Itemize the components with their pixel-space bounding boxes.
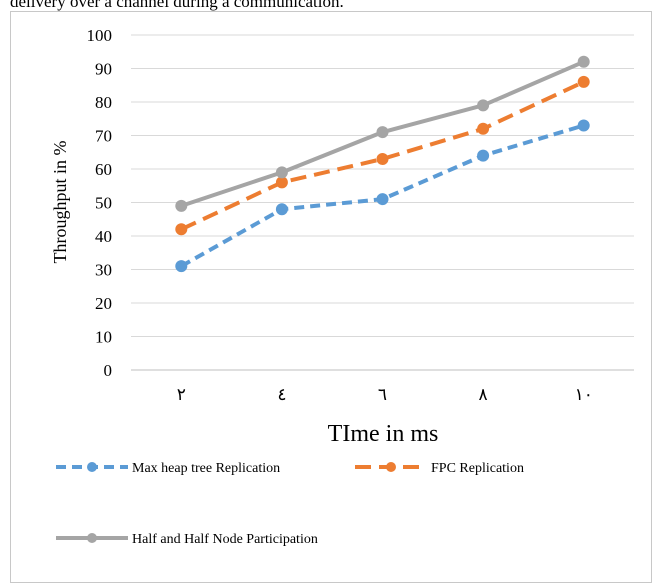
y-axis-label: Throughput in %: [50, 141, 70, 264]
y-tick-label: 20: [95, 294, 112, 313]
data-point: [275, 176, 288, 189]
x-tick-labels: ٢ ٤ ٦ ٨ ١٠: [177, 385, 593, 404]
x-tick-label: ٦: [378, 385, 387, 404]
data-point: [376, 152, 389, 165]
chart-frame: [10, 11, 652, 583]
data-point: [175, 260, 188, 273]
legend-entry: Max heap tree Replication: [132, 461, 280, 476]
legend-swatch-marker: [87, 533, 97, 543]
data-point: [175, 223, 188, 236]
y-tick-label: 60: [95, 160, 112, 179]
series-line: [180, 80, 585, 232]
data-point: [376, 193, 389, 206]
data-point: [477, 122, 490, 135]
x-tick-label: ٢: [177, 385, 186, 404]
legend-entry: Half and Half Node Participation: [132, 532, 318, 547]
x-tick-label: ١٠: [575, 385, 593, 404]
x-tick-label: ٤: [277, 385, 286, 404]
data-point: [275, 203, 288, 216]
data-point: [376, 126, 389, 139]
y-tick-label: 30: [95, 261, 112, 280]
data-point: [577, 119, 590, 132]
data-point: [477, 149, 490, 162]
data-point: [577, 75, 590, 88]
data-point: [275, 166, 288, 179]
legend-swatch-marker: [386, 462, 396, 472]
x-tick-label: ٨: [479, 385, 488, 404]
data-point: [175, 199, 188, 212]
y-tick-label: 50: [95, 194, 112, 213]
y-tick-label: 80: [95, 93, 112, 112]
y-tick-label: 70: [95, 127, 112, 146]
gridlines: [131, 34, 634, 371]
y-tick-label: 40: [95, 227, 112, 246]
x-axis-label: TIme in ms: [328, 421, 439, 447]
series-lines: [175, 55, 590, 273]
data-point: [477, 99, 490, 112]
caption-text-fragment: delivery over a channel during a communi…: [10, 0, 344, 11]
y-tick-label: 90: [95, 60, 112, 79]
y-tick-label: 100: [87, 26, 113, 45]
legend-entry: FPC Replication: [431, 461, 524, 476]
y-tick-label: 0: [104, 361, 113, 380]
legend-swatch-marker: [87, 462, 97, 472]
y-tick-labels: 0 10 20 30 40 50 60 70 80 90 100: [87, 26, 113, 380]
y-tick-label: 10: [95, 328, 112, 347]
legend: Max heap tree Replication FPC Replication…: [56, 461, 524, 547]
data-point: [577, 55, 590, 68]
